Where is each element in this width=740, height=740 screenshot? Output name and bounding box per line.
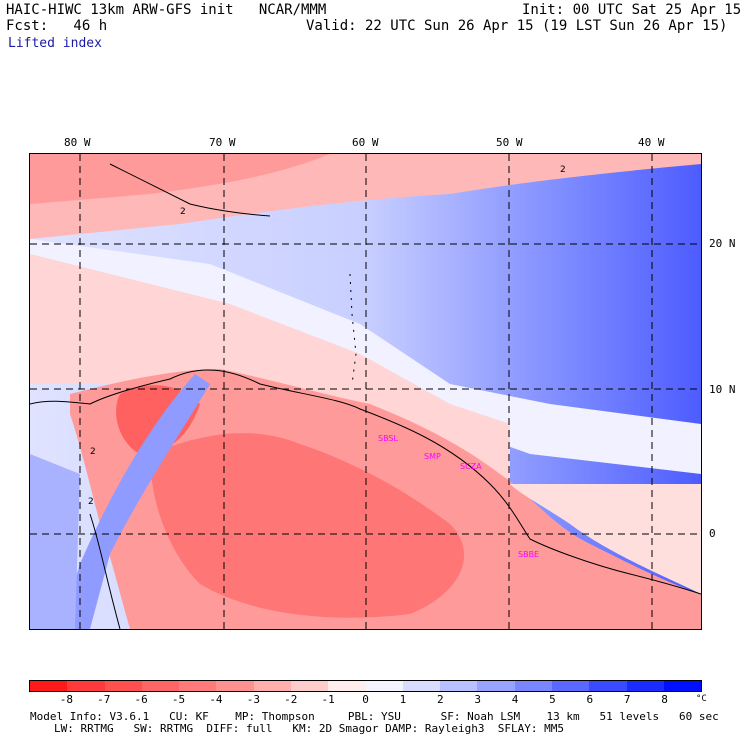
colorbar-swatch <box>402 681 441 691</box>
colorbar-swatch <box>477 681 515 691</box>
lon-label-60w: 60 W <box>352 136 379 149</box>
chart-title: HAIC-HIWC 13km ARW-GFS init NCAR/MMM <box>6 2 327 18</box>
colorbar-swatch <box>440 681 478 691</box>
colorbar-tick-label: -4 <box>209 693 223 706</box>
field-name: Lifted index <box>8 36 102 51</box>
colorbar-swatch <box>328 681 366 691</box>
coastline-pacific <box>89 513 121 629</box>
colorbar-swatch <box>626 681 664 691</box>
northern-band-core <box>30 154 330 204</box>
station-label: SMP <box>424 452 441 461</box>
colorbar-tick-label: -7 <box>97 693 111 706</box>
map-canvas: 2 2 2 2 <box>30 154 701 629</box>
lon-label-70w: 70 W <box>209 136 236 149</box>
contour-label: 2 <box>88 497 94 507</box>
station-label: SBBE <box>518 550 540 559</box>
pacific-positive-field <box>30 454 80 629</box>
colorbar-tick-label: 0 <box>362 693 369 706</box>
colorbar-swatch <box>179 681 217 691</box>
atlantic-pale-field <box>510 484 701 594</box>
model-info-line2: LW: RRTMG SW: RRTMG DIFF: full KM: 2D Sm… <box>54 722 564 735</box>
contour-label: 2 <box>560 165 566 175</box>
valid-time: Valid: 22 UTC Sun 26 Apr 15 (19 LST Sun … <box>306 18 728 34</box>
colorbar-tick-label: 3 <box>474 693 481 706</box>
colorbar-tick-label: -5 <box>171 693 186 706</box>
andes-positive-streak <box>60 374 210 629</box>
colorbar-swatch <box>30 681 68 691</box>
colorbar-swatch <box>141 681 180 691</box>
colorbar-swatch <box>514 681 552 691</box>
contour-label: 2 <box>180 207 186 217</box>
colorbar-tick-label: 1 <box>399 693 407 706</box>
colorbar-tick-label: 7 <box>623 693 631 706</box>
colorbar-swatch <box>551 681 590 691</box>
init-time: Init: 00 UTC Sat 25 Apr 15 <box>522 2 740 18</box>
colorbar-swatch <box>104 681 142 691</box>
colorbar-tick-label: -2 <box>284 693 298 706</box>
coastline-south-america <box>30 369 701 595</box>
colorbar-tick-label: 5 <box>549 693 556 706</box>
colorbar-tick-label: -8 <box>59 693 73 706</box>
colorbar-swatch <box>663 681 702 691</box>
colorbar-tick-label: -1 <box>321 693 335 706</box>
lon-label-50w: 50 W <box>496 136 523 149</box>
coastline-greater-antilles <box>109 163 271 217</box>
colorbar-tick-label: 8 <box>661 693 668 706</box>
colorbar-unit: °C <box>696 694 707 704</box>
lat-label-10n: 10 N <box>709 383 736 396</box>
lon-label-40w: 40 W <box>638 136 665 149</box>
colorbar-tick-label: -3 <box>246 693 260 706</box>
colorbar-swatch <box>67 681 105 691</box>
model-info-line1: Model Info: V3.6.1 CU: KF MP: Thompson P… <box>30 710 719 723</box>
colorbar-swatch <box>216 681 254 691</box>
colorbar-tick-label: 4 <box>511 693 519 706</box>
forecast-hour: Fcst: 46 h <box>6 18 108 34</box>
colorbar <box>29 680 702 692</box>
colorbar-swatch <box>290 681 329 691</box>
colorbar-tick-label: 2 <box>436 693 444 706</box>
amazon-core <box>150 433 465 618</box>
lon-label-80w: 80 W <box>64 136 91 149</box>
colorbar-swatch <box>253 681 291 691</box>
colorbar-tick-label: 6 <box>586 693 594 706</box>
contour-label: 2 <box>90 447 96 457</box>
lat-label-20n: 20 N <box>709 237 736 250</box>
station-label: SCZA <box>460 462 482 471</box>
lifted-index-map: 2 2 2 2 SBSL SMP SCZA SBBE <box>29 153 702 630</box>
station-label: SBSL <box>378 434 398 443</box>
colorbar-tick-label: -6 <box>134 693 148 706</box>
lat-label-0: 0 <box>709 527 716 540</box>
colorbar-swatch <box>589 681 627 691</box>
colorbar-swatch <box>365 681 403 691</box>
graticule <box>30 154 701 629</box>
